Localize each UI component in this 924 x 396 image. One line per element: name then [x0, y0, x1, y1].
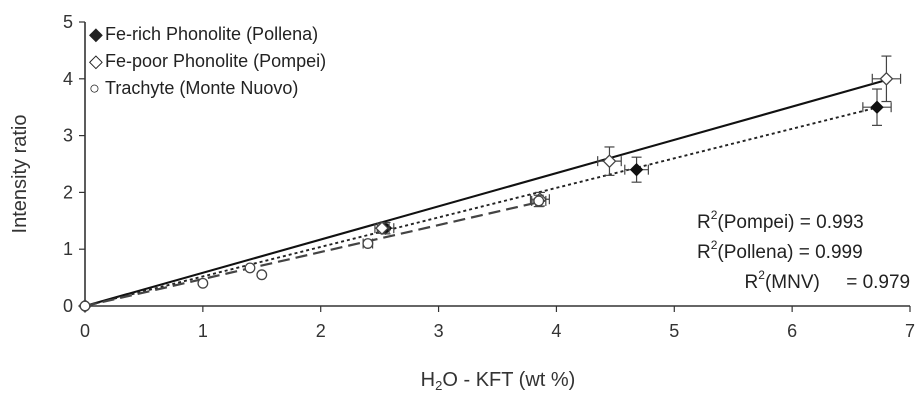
x-axis-title-prefix: H [421, 369, 435, 391]
data-point-group [197, 277, 209, 289]
x-axis-title-subscript: 2 [435, 378, 442, 393]
y-tick-label: 2 [63, 182, 73, 202]
monte-nuovo-point [533, 195, 545, 207]
r-squared-pollena-sup: 2 [711, 238, 718, 252]
r-squared-mnv-sup: 2 [758, 268, 765, 282]
data-point-group [256, 269, 268, 281]
x-tick-label: 1 [198, 321, 208, 341]
legend-label-pompei: Fe-poor Phonolite (Pompei) [105, 51, 326, 71]
legend-label-monte-nuovo: Trachyte (Monte Nuovo) [105, 78, 298, 98]
x-tick-label: 7 [905, 321, 915, 341]
data-points-layer [78, 55, 902, 313]
x-tick-label: 0 [80, 321, 90, 341]
fit-line-pollena [84, 106, 878, 307]
fit-line-mnv [84, 199, 545, 308]
pompei-point [879, 71, 894, 86]
monte-nuovo-point [244, 262, 256, 274]
r-squared-pompei-sup: 2 [711, 208, 718, 222]
r-squared-mnv: R2(MNV) = 0.979 [697, 268, 924, 293]
monte-nuovo-point [256, 269, 268, 281]
monte-nuovo-point [197, 277, 209, 289]
legend: ◆ Fe-rich Phonolite (Pollena) ◇ Fe-poor … [89, 24, 326, 98]
legend-label-pollena: Fe-rich Phonolite (Pollena) [105, 24, 318, 44]
r-squared-mnv-prefix: R [745, 272, 759, 293]
r-squared-stats: R2(Pompei) = 0.993 R2(Pollena) = 0.999 R… [697, 208, 924, 293]
monte-nuovo-point [362, 238, 374, 249]
pompei-point [602, 154, 617, 169]
r-squared-pollena-prefix: R [697, 242, 711, 263]
fit-lines-layer [84, 79, 887, 308]
y-tick-label: 5 [63, 12, 73, 32]
pollena-point [629, 162, 644, 177]
pompei-point [375, 221, 389, 236]
data-point-group [862, 88, 892, 126]
axes-layer [79, 21, 911, 312]
data-point-group [79, 300, 91, 312]
x-tick-label: 6 [787, 321, 797, 341]
y-axis-title: Intensity ratio [9, 115, 31, 234]
x-tick-label: 4 [551, 321, 561, 341]
data-point-group [531, 194, 547, 208]
y-tick-label: 3 [63, 126, 73, 146]
legend-marker-pompei: ◇ [89, 51, 103, 71]
y-tick-label: 0 [63, 296, 73, 316]
x-tick-label: 5 [669, 321, 679, 341]
x-axis-title: H2O - KFT (wt %) [421, 369, 576, 393]
y-tick-label: 1 [63, 239, 73, 259]
r-squared-pollena: R2(Pollena) = 0.999 [697, 238, 863, 263]
legend-marker-pollena: ◆ [89, 24, 103, 44]
r-squared-pompei-prefix: R [697, 212, 711, 233]
legend-marker-monte-nuovo: ○ [89, 78, 100, 98]
data-point-group [624, 156, 649, 183]
x-tick-label: 2 [316, 321, 326, 341]
r-squared-pompei: R2(Pompei) = 0.993 [697, 208, 864, 233]
x-axis-title-suffix: O - KFT (wt %) [442, 369, 575, 391]
tick-labels-layer: 0 1 2 3 4 5 6 7 0 1 2 3 4 5 [63, 12, 915, 341]
monte-nuovo-point [79, 300, 91, 312]
data-point-group [362, 238, 374, 249]
data-point-group [597, 146, 622, 176]
fit-line-pompei [84, 79, 887, 308]
y-tick-label: 4 [63, 69, 73, 89]
data-point-group [374, 221, 390, 236]
pollena-point [870, 100, 884, 114]
series-2 [79, 194, 547, 312]
x-tick-label: 3 [434, 321, 444, 341]
r-squared-mnv-text: (MNV) = 0.979 [765, 272, 910, 293]
r-squared-pompei-text: (Pompei) = 0.993 [717, 212, 863, 233]
r-squared-pollena-text: (Pollena) = 0.999 [717, 242, 862, 263]
data-point-group [871, 55, 902, 103]
data-point-group [244, 262, 256, 274]
